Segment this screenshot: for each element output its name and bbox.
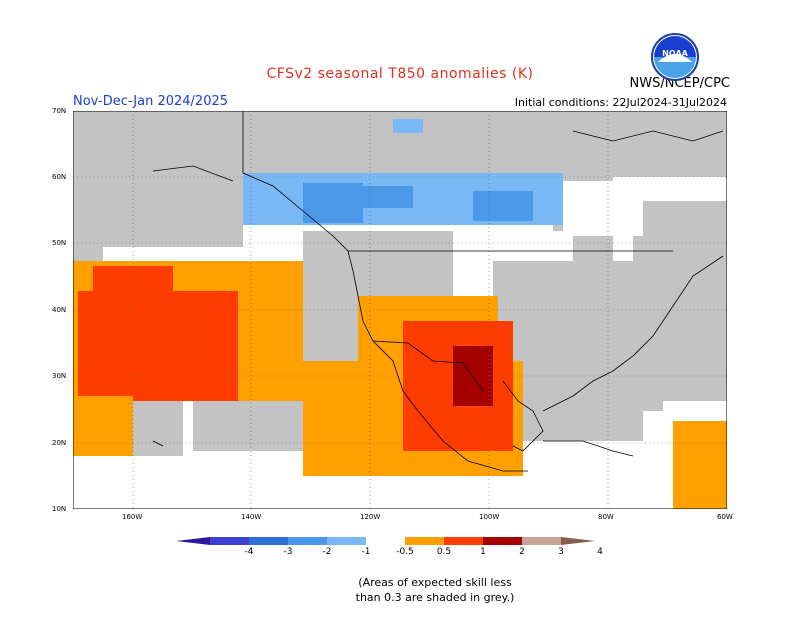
legend-swatch xyxy=(405,537,444,545)
lon-label-80w: 80W xyxy=(598,513,614,521)
lat-label-70n: 70N xyxy=(52,107,67,115)
legend-swatch xyxy=(249,537,288,545)
mexico-warm-anomaly xyxy=(303,296,523,476)
skill-note-line1: (Areas of expected skill less xyxy=(358,576,512,589)
legend-swatch xyxy=(444,537,483,545)
legend-tick-label: 2 xyxy=(519,547,525,557)
legend-tick-label: -2 xyxy=(322,547,332,557)
organization-label: NWS/NCEP/CPC xyxy=(629,76,730,91)
graticule xyxy=(73,111,727,509)
legend-tick-label: 1 xyxy=(480,547,486,557)
lon-label-140w: 140W xyxy=(241,513,262,521)
legend-tick-label: 4 xyxy=(597,547,603,557)
legend-swatch xyxy=(327,537,366,545)
legend-tick-label: -0.5 xyxy=(396,547,414,557)
legend-tick-label: -4 xyxy=(244,547,254,557)
lon-label-60w: 60W xyxy=(717,513,733,521)
lat-label-20n: 20N xyxy=(52,439,67,447)
legend-arrow-right xyxy=(561,537,595,545)
legend-swatch xyxy=(483,537,522,545)
atlantic-warm-anomaly xyxy=(673,421,727,509)
forecast-period: Nov-Dec-Jan 2024/2025 xyxy=(73,94,229,109)
initial-conditions: Initial conditions: 22Jul2024-31Jul2024 xyxy=(514,96,727,109)
coastlines xyxy=(152,111,724,472)
lat-label-30n: 30N xyxy=(52,372,67,380)
pacific-warm-anomaly xyxy=(73,261,303,456)
lat-label-50n: 50N xyxy=(52,239,67,247)
color-legend xyxy=(176,537,595,545)
legend-swatch xyxy=(288,537,327,545)
lon-label-160w: 160W xyxy=(122,513,143,521)
lat-label-10n: 10N xyxy=(52,505,67,513)
skill-note-line2: than 0.3 are shaded in grey.) xyxy=(355,591,515,604)
legend-tick-label: 0.5 xyxy=(436,547,452,557)
legend-swatch xyxy=(522,537,561,545)
legend-swatch xyxy=(210,537,249,545)
legend-swatch xyxy=(366,537,405,545)
anomaly-map xyxy=(73,111,727,509)
cool-anomaly-areas xyxy=(243,119,563,225)
map-title: CFSv2 seasonal T850 anomalies (K) xyxy=(266,66,534,82)
legend-tick-label: -3 xyxy=(283,547,293,557)
lat-label-40n: 40N xyxy=(52,306,67,314)
logo-text: NOAA xyxy=(662,49,688,58)
legend-arrow-left xyxy=(176,537,210,545)
legend-tick-label: -1 xyxy=(361,547,371,557)
lat-label-60n: 60N xyxy=(52,173,67,181)
noaa-logo-icon: NOAA xyxy=(651,33,699,81)
lon-label-100w: 100W xyxy=(479,513,500,521)
legend-tick-label: 3 xyxy=(558,547,564,557)
lon-label-120w: 120W xyxy=(360,513,381,521)
